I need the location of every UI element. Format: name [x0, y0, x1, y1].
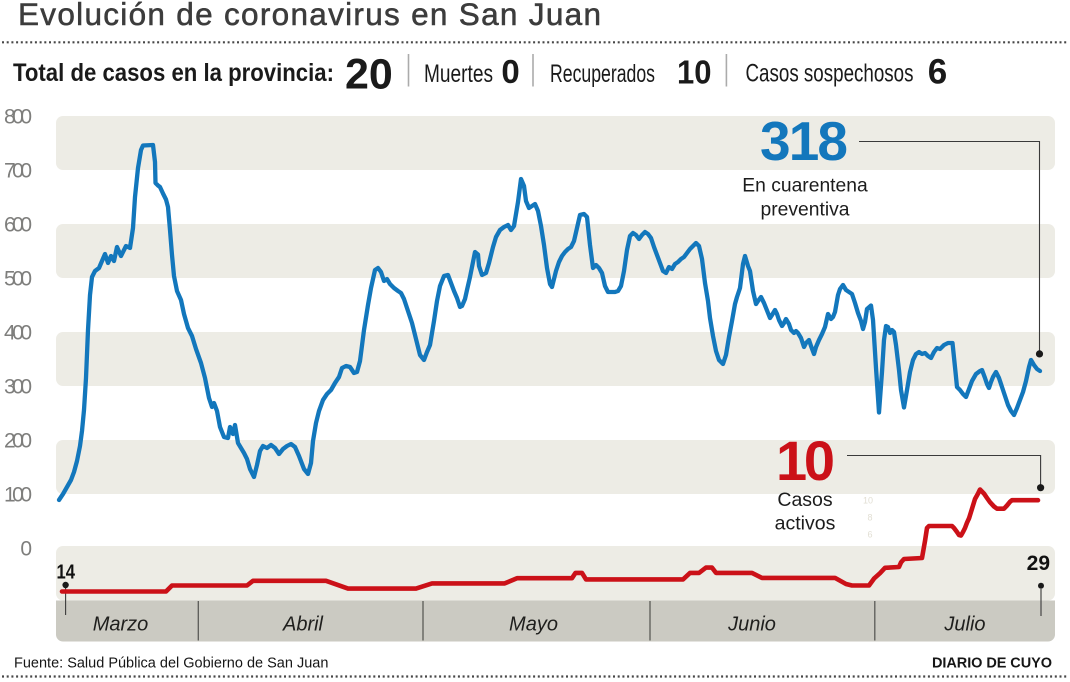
svg-text:En cuarentena: En cuarentena — [742, 176, 868, 197]
svg-text:Total de casos en la provincia: Total de casos en la provincia: — [13, 59, 334, 87]
svg-text:Fuente: Salud Pública del Gobi: Fuente: Salud Pública del Gobierno de Sa… — [14, 656, 328, 672]
svg-text:Julio: Julio — [943, 614, 985, 636]
svg-text:Abril: Abril — [282, 614, 324, 636]
svg-text:Mayo: Mayo — [509, 614, 558, 636]
svg-text:10: 10 — [677, 54, 712, 91]
svg-text:6: 6 — [928, 53, 947, 92]
svg-text:Recuperados: Recuperados — [550, 60, 655, 88]
svg-text:Casos: Casos — [777, 489, 833, 511]
svg-text:29: 29 — [1027, 552, 1050, 575]
svg-text:10: 10 — [863, 496, 873, 506]
svg-text:500: 500 — [4, 267, 32, 290]
svg-text:318: 318 — [760, 110, 848, 172]
svg-text:0: 0 — [501, 53, 519, 90]
svg-text:0: 0 — [20, 537, 32, 560]
svg-text:preventiva: preventiva — [761, 200, 850, 221]
svg-text:20: 20 — [345, 50, 393, 98]
svg-text:700: 700 — [4, 159, 32, 182]
svg-text:DIARIO DE CUYO: DIARIO DE CUYO — [932, 656, 1052, 672]
svg-text:100: 100 — [4, 483, 32, 506]
svg-text:8: 8 — [867, 513, 872, 523]
svg-text:400: 400 — [4, 321, 32, 344]
svg-text:6: 6 — [867, 530, 872, 540]
svg-text:600: 600 — [4, 213, 32, 236]
svg-text:Casos sospechosos: Casos sospechosos — [746, 60, 914, 88]
svg-text:Muertes: Muertes — [424, 60, 493, 88]
svg-text:200: 200 — [4, 429, 32, 452]
svg-text:Evolución de coronavirus en Sa: Evolución de coronavirus en San Juan — [18, 0, 601, 32]
svg-text:300: 300 — [4, 375, 32, 398]
svg-text:10: 10 — [776, 429, 835, 492]
svg-text:activos: activos — [775, 513, 836, 535]
svg-text:800: 800 — [4, 105, 32, 128]
svg-text:Marzo: Marzo — [93, 614, 149, 636]
svg-text:14: 14 — [57, 561, 76, 584]
svg-text:Junio: Junio — [727, 614, 776, 636]
